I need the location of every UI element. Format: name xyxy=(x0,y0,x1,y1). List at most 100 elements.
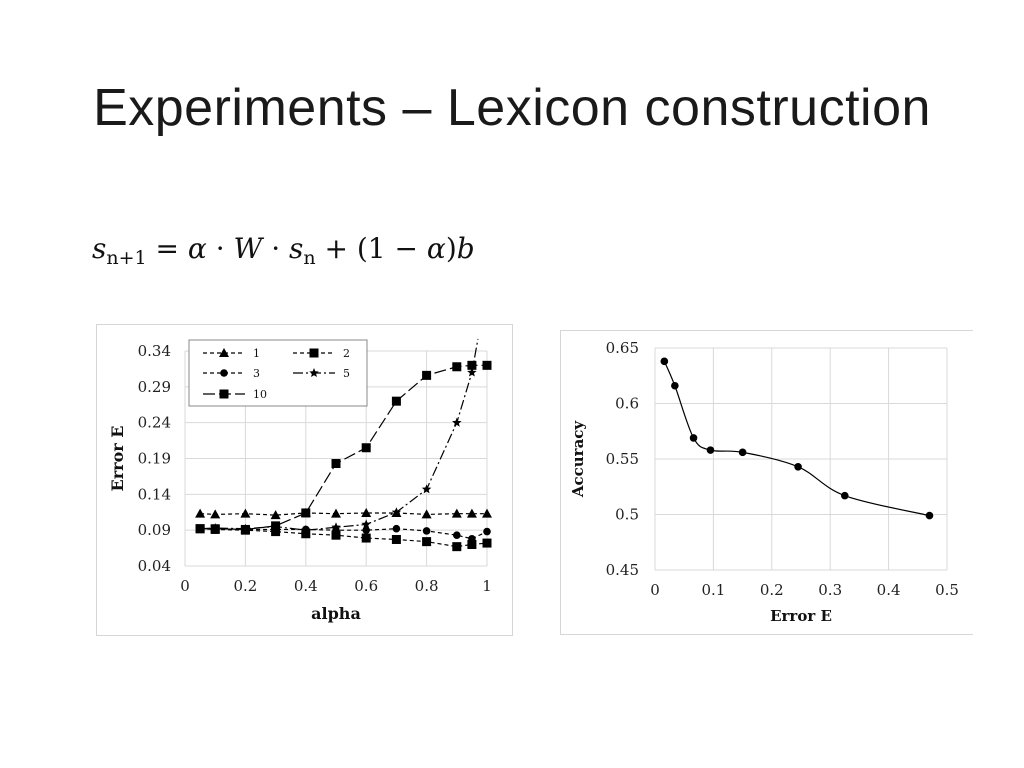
formula-plus: + (1 − xyxy=(315,232,427,265)
series-marker xyxy=(706,446,715,454)
series-1-marker xyxy=(210,509,221,519)
series-line xyxy=(663,361,930,517)
series-1-marker xyxy=(451,508,462,518)
y-axis-title: Accuracy xyxy=(569,420,587,499)
x-tick-label: 0.2 xyxy=(233,577,257,595)
series-1-group xyxy=(195,507,492,520)
series-marker xyxy=(925,511,934,520)
series-5-marker xyxy=(391,507,402,517)
slide-title: Experiments – Lexicon construction xyxy=(93,79,931,137)
series-5-line xyxy=(200,338,479,531)
y-axis-title: Error E xyxy=(108,426,127,492)
series-3-marker xyxy=(483,527,491,536)
series-marker xyxy=(671,381,679,390)
series-3-marker xyxy=(453,531,461,539)
x-tick-label: 0.6 xyxy=(354,577,378,595)
legend: 1 2 3 5 10 xyxy=(188,339,368,407)
x-axis-title: Error E xyxy=(770,607,832,625)
x-tick-label: 0.5 xyxy=(935,581,959,599)
series-group xyxy=(660,357,934,520)
series-10-marker xyxy=(361,443,371,453)
accuracy-vs-error-chart: 0.45 0.5 0.55 0.6 0.65 0 0.1 0.2 0.3 0.4 0.5 Error … xyxy=(560,330,973,635)
legend-item-3: 3 xyxy=(203,367,260,380)
y-tick-label: 0.29 xyxy=(138,378,171,396)
formula-sub-n: n xyxy=(303,247,316,269)
series-10-marker xyxy=(271,521,281,531)
series-3-group xyxy=(196,524,491,543)
error-vs-alpha-chart: 0.04 0.09 0.14 0.19 0.24 0.29 0.34 0 0.2 0.4 0.6 0.… xyxy=(96,324,513,636)
series-1-marker xyxy=(240,508,251,518)
x-tick-label: 0.8 xyxy=(415,577,439,595)
legend-item-1: 1 xyxy=(203,347,260,360)
series-1-marker xyxy=(270,510,281,520)
series-3-marker xyxy=(422,527,431,535)
x-axis-title: alpha xyxy=(311,604,361,623)
series-1-marker xyxy=(331,508,341,518)
series-1-marker xyxy=(421,509,432,519)
formula-close: ) xyxy=(445,232,457,265)
x-tick-label: 0.1 xyxy=(701,581,725,599)
series-10-marker xyxy=(331,459,341,469)
series-5-marker xyxy=(361,519,371,529)
series-10-marker xyxy=(210,524,220,534)
y-tick-label: 0.19 xyxy=(138,450,171,468)
error-vs-alpha-svg: 0.04 0.09 0.14 0.19 0.24 0.29 0.34 0 0.2 0.4 0.6 0.… xyxy=(108,338,492,623)
y-tick-label: 0.6 xyxy=(615,395,639,413)
series-10-marker xyxy=(467,360,477,370)
accuracy-vs-error-svg: 0.45 0.5 0.55 0.6 0.65 0 0.1 0.2 0.3 0.4 0.5 Error … xyxy=(569,339,959,625)
plot-area xyxy=(195,338,492,552)
formula-s: s xyxy=(289,232,304,265)
legend-item-3-marker xyxy=(220,369,228,377)
series-marker xyxy=(794,462,802,471)
legend-item-5-label: 5 xyxy=(343,367,350,380)
series-10-group xyxy=(195,360,492,534)
legend-item-3-label: 3 xyxy=(253,367,260,380)
formula-alpha: α xyxy=(187,232,207,265)
legend-item-2: 2 xyxy=(293,347,350,360)
series-marker xyxy=(660,357,669,366)
update-formula: sn+1 = α · W · sn + (1 − α)b xyxy=(92,232,475,269)
legend-box xyxy=(188,339,368,407)
series-5-marker xyxy=(331,522,341,532)
series-2-marker xyxy=(301,529,311,539)
series-2-marker xyxy=(452,542,462,552)
y-tick-label: 0.04 xyxy=(138,557,171,575)
series-5-marker xyxy=(452,417,462,427)
series-2-marker xyxy=(331,530,341,540)
x-tick-label: 0.4 xyxy=(294,577,318,595)
legend-item-5-marker xyxy=(309,368,319,378)
series-marker xyxy=(738,448,747,457)
y-tick-label: 0.5 xyxy=(615,506,639,524)
legend-item-10-marker xyxy=(219,389,229,399)
legend-item-10: 10 xyxy=(203,388,267,401)
series-1-marker xyxy=(361,507,372,517)
formula-dot: · xyxy=(262,232,289,265)
formula-b: b xyxy=(456,232,475,265)
y-tick-label: 0.45 xyxy=(606,561,639,579)
series-3-marker xyxy=(362,526,371,534)
series-2-marker xyxy=(482,538,492,548)
legend-item-1-marker xyxy=(219,348,229,357)
y-tick-label: 0.55 xyxy=(606,450,639,468)
series-3-marker xyxy=(392,524,401,533)
plot-area xyxy=(660,357,934,520)
legend-item-5: 5 xyxy=(293,367,350,380)
y-tick-label: 0.24 xyxy=(138,414,171,432)
series-1-marker xyxy=(466,508,477,518)
series-3-marker xyxy=(468,534,476,543)
formula-s: s xyxy=(92,232,107,265)
series-10-marker xyxy=(301,508,311,518)
legend-item-1-label: 1 xyxy=(253,347,260,360)
x-tick-label: 1 xyxy=(482,577,492,595)
y-tick-label: 0.09 xyxy=(138,521,171,539)
series-2-marker xyxy=(467,540,477,549)
series-2-marker xyxy=(391,534,401,544)
y-tick-label: 0.14 xyxy=(138,485,171,503)
series-10-marker xyxy=(391,396,401,406)
series-1-marker xyxy=(195,508,206,518)
formula-eq: = xyxy=(146,232,188,265)
y-tick-label: 0.65 xyxy=(606,339,639,357)
legend-item-2-label: 2 xyxy=(343,347,350,360)
series-marker xyxy=(841,491,849,500)
formula-w: W xyxy=(233,232,263,265)
